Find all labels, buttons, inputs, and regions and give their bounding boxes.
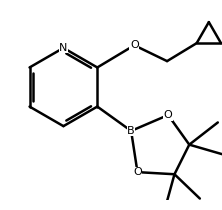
Text: B: B [127, 126, 135, 136]
Text: O: O [130, 40, 139, 50]
Text: N: N [59, 43, 68, 53]
Text: O: O [133, 167, 142, 177]
Text: O: O [164, 110, 172, 120]
